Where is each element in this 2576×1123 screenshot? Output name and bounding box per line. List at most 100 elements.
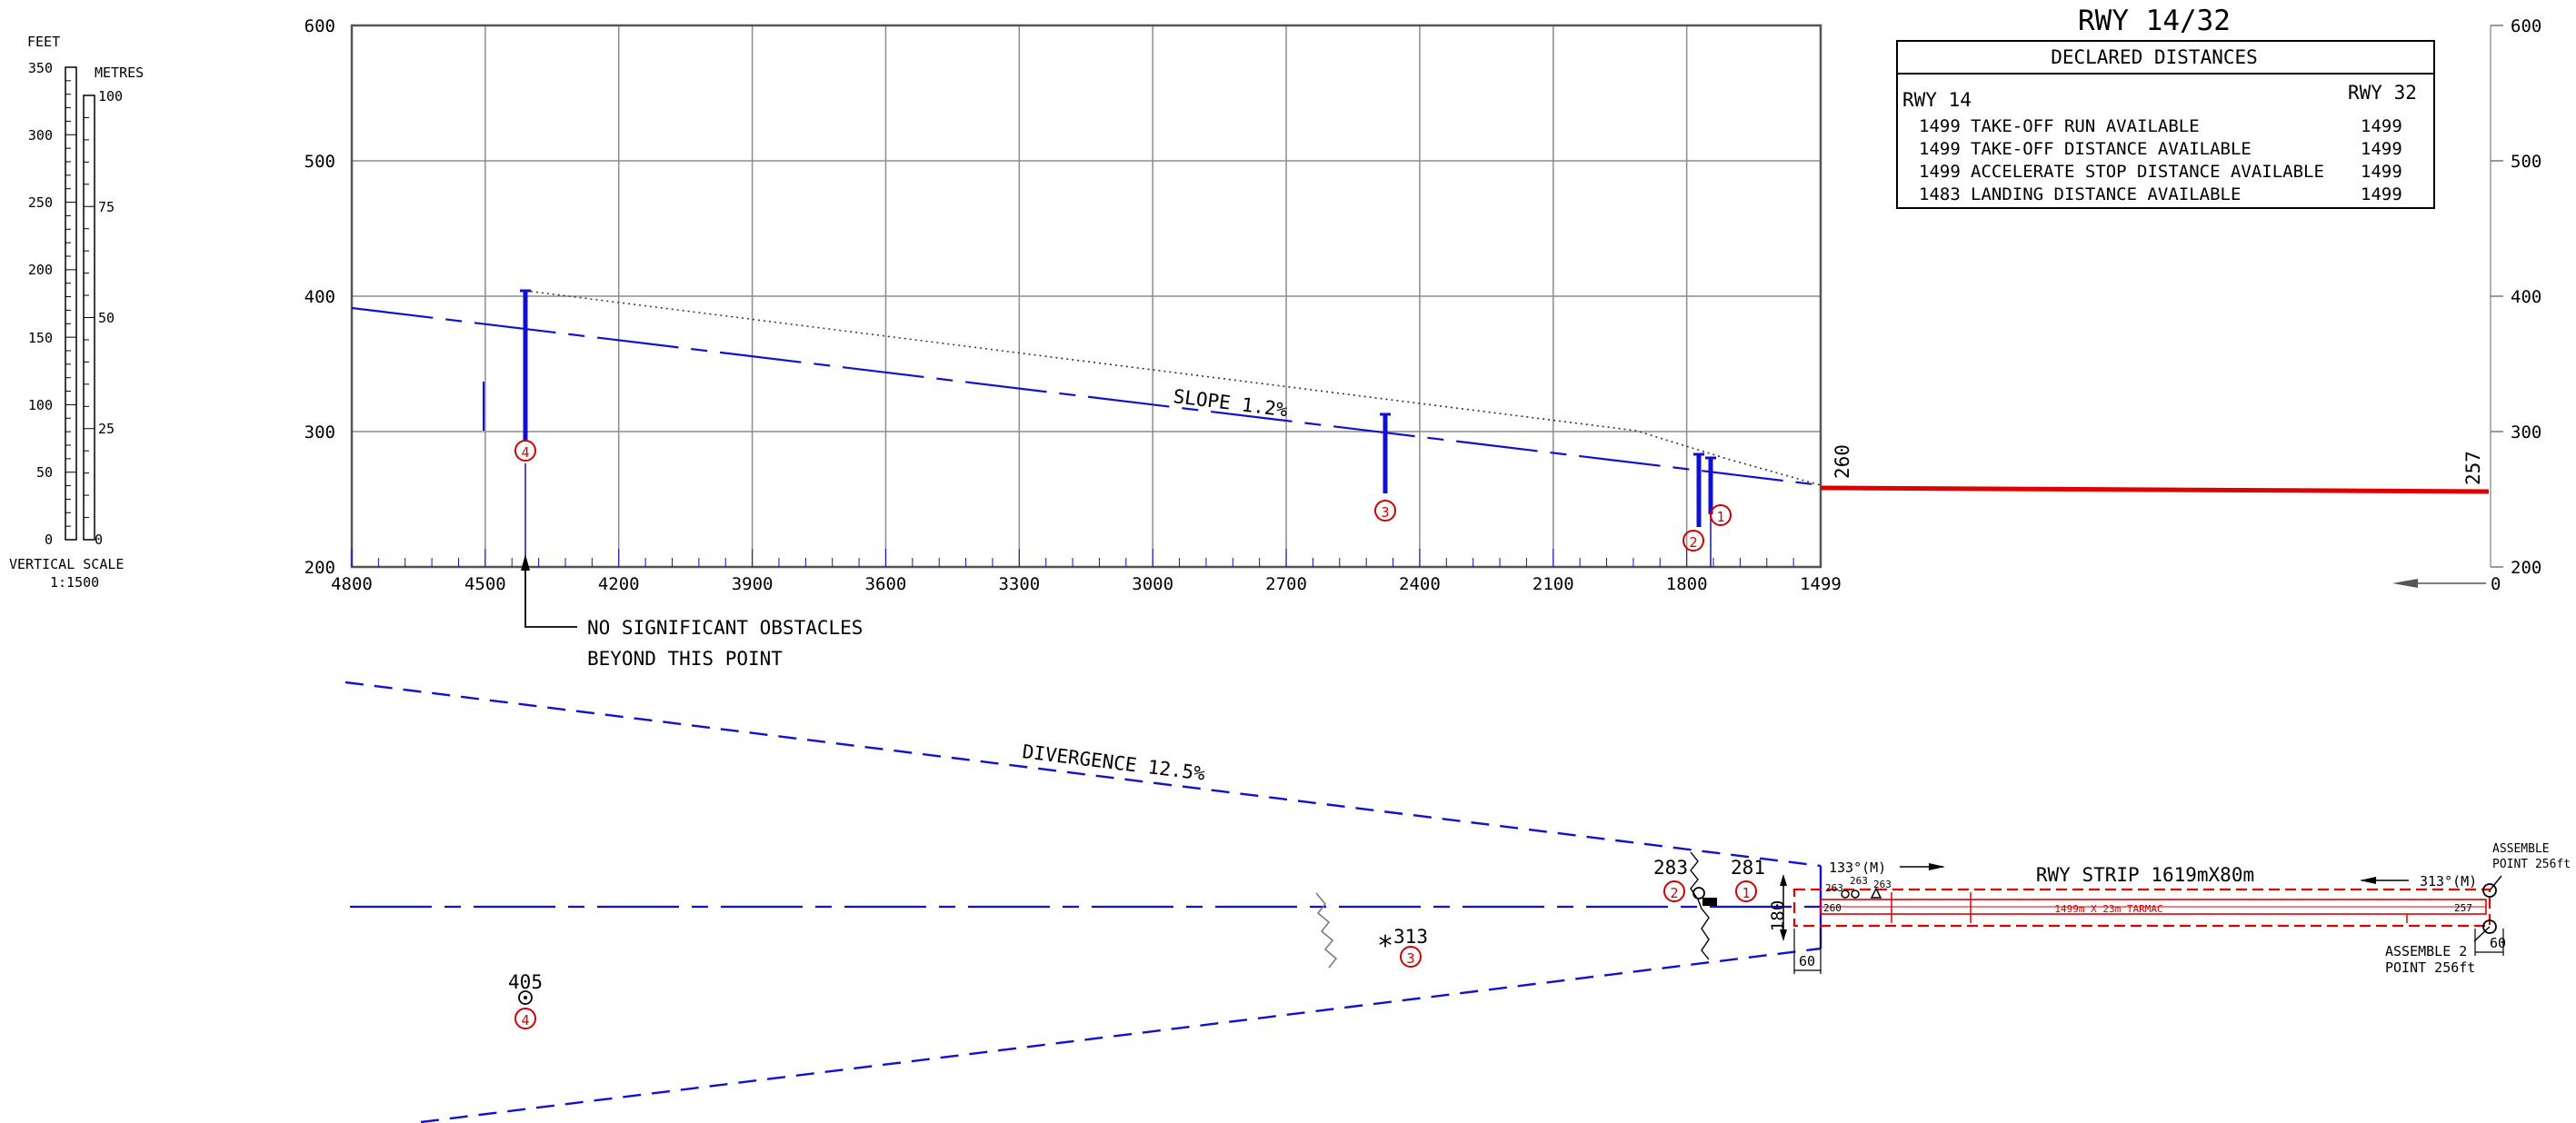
obstacle-1-plan-circle [1735, 880, 1757, 902]
profile-y-tick-label-right: 300 [2511, 422, 2541, 442]
spot-elev-circle [1851, 889, 1860, 899]
vertical-scale: FEET METRES 350 300 250 200 150 100 50 0… [9, 34, 144, 591]
obstacle-1-circle [1710, 504, 1732, 526]
profile-y-tick-label: 400 [305, 287, 335, 307]
profile-x-tick-label: 2700 [1265, 574, 1307, 594]
profile-x-tick-label: 4500 [464, 574, 506, 594]
declared-row: 1499 ACCELERATE STOP DISTANCE AVAILABLE … [1919, 162, 2402, 182]
obstacle-3-plan-elev: 313 [1393, 926, 1428, 948]
runway-profile-line [1820, 485, 2490, 494]
spot-elev-triangle [1870, 887, 1882, 899]
row-right-value: 1499 [2361, 116, 2402, 136]
metre-tick: 0 [95, 532, 103, 548]
distance-origin-arrowhead [2392, 579, 2418, 588]
row-label: TAKE-OFF RUN AVAILABLE [1971, 116, 2200, 136]
bearing-313: 313°(M) [2420, 873, 2477, 889]
profile-y-tick-label: 500 [305, 152, 335, 172]
spot-elev-circle [1841, 889, 1850, 899]
obstacle-2-plan-circle [1663, 880, 1685, 902]
note-line-1: NO SIGNIFICANT OBSTACLES [587, 617, 863, 639]
obstacle-3-plan-number: 3 [1406, 950, 1414, 967]
assemble-2-line-1: ASSEMBLE 2 [2385, 943, 2467, 959]
profile-x-tick-label: 1800 [1666, 574, 1708, 594]
obstacle-3-plan-circle [1400, 946, 1422, 968]
profile-y-tick-label: 600 [305, 16, 335, 36]
obstacle-2-plan-number: 2 [1670, 885, 1678, 901]
slope-line [351, 306, 1822, 487]
note-leader [524, 567, 577, 628]
profile-y-tick-label-right: 400 [2511, 287, 2541, 307]
declared-row: 1483 LANDING DISTANCE AVAILABLE 1499 [1919, 184, 2402, 204]
tree-line [1315, 892, 1338, 969]
obstacle-4-circle [514, 440, 536, 462]
feet-scale-bar [65, 66, 77, 541]
obstacle-3-circle [1374, 500, 1396, 522]
metres-label: METRES [95, 65, 144, 81]
row-right-value: 1499 [2361, 162, 2402, 182]
obstacle-2-circle [1682, 530, 1704, 552]
profile-grid: 600 500 400 300 200 600 500 400 300 200 4800 4500… [305, 16, 2542, 594]
assemble-1-line-2: POINT 256ft [2492, 858, 2571, 871]
distance-origin-label: 0 [2491, 574, 2501, 594]
width-dimension-label: 180 [1768, 900, 1788, 931]
row-right-value: 1499 [2361, 184, 2402, 204]
obstacle-3-plan-marker: * [1377, 930, 1393, 962]
splay-line-lower [420, 947, 1822, 1123]
threshold-elev-right: 257 [2462, 451, 2484, 485]
row-label: LANDING DISTANCE AVAILABLE [1971, 184, 2241, 204]
elev-263c: 263 [1873, 879, 1892, 890]
bearing-133: 133°(M) [1829, 860, 1886, 876]
runway-title: RWY 14/32 [2078, 5, 2231, 37]
assemble-point-2-leader [2473, 926, 2491, 942]
elev-263b: 263 [1850, 875, 1868, 887]
obstacle-1-plan-elev: 281 [1731, 857, 1765, 879]
declared-row: 1499 TAKE-OFF DISTANCE AVAILABLE 1499 [1919, 139, 2402, 159]
note-line-2: BEYOND THIS POINT [587, 648, 783, 670]
row-left-value: 1499 [1919, 116, 1961, 136]
feet-tick: 350 [28, 60, 53, 76]
row-label: TAKE-OFF DISTANCE AVAILABLE [1971, 139, 2252, 159]
feet-tick: 100 [28, 397, 53, 413]
profile-obstacle-4: 4 [483, 289, 536, 567]
obstacle-4-plan-marker [518, 990, 533, 1005]
profile-frame [350, 24, 1822, 569]
obstacle-4-plan-dot [524, 996, 527, 999]
threshold-elev-left: 260 [1832, 444, 1853, 479]
obstacle-envelope-line [524, 290, 1822, 486]
fence-line [1690, 851, 1710, 960]
row-left-value: 1499 [1919, 139, 1961, 159]
feet-tick: 150 [28, 330, 53, 346]
declared-distances: RWY 14/32 DECLARED DISTANCES RWY 14 RWY … [1896, 5, 2435, 209]
obstacle-1-plan-number: 1 [1742, 885, 1750, 901]
feet-label: FEET [27, 34, 60, 50]
row-left-value: 1499 [1919, 162, 1961, 182]
feet-tick: 0 [45, 532, 53, 548]
metre-tick: 100 [98, 88, 123, 104]
elev-260: 260 [1823, 902, 1842, 914]
metre-tick: 25 [98, 421, 115, 437]
feet-tick: 200 [28, 262, 53, 278]
profile-x-tick-label: 3600 [865, 574, 907, 594]
profile-x-tick-label: 1499 [1800, 574, 1842, 594]
bearing-133-arrowhead [1929, 863, 1945, 870]
obstacle-3-number: 3 [1381, 504, 1389, 521]
dim-60-left: 60 [1799, 953, 1815, 969]
profile-y-tick-label: 200 [305, 558, 335, 578]
profile-x-tick-label: 3000 [1132, 574, 1173, 594]
profile-x-tick-label: 2100 [1533, 574, 1574, 594]
obstacle-4-plan-elev: 405 [508, 971, 543, 993]
profile-obstacle-1-2: 2 1 [1682, 452, 1732, 567]
splay-line-upper [344, 681, 1822, 868]
profile-x-tick-label: 4800 [331, 574, 373, 594]
table-title: DECLARED DISTANCES [2051, 46, 2258, 68]
profile-x-tick-label: 3900 [732, 574, 774, 594]
feet-tick: 300 [28, 127, 53, 144]
note-leader-arrowhead [521, 554, 530, 571]
row-right-value: 1499 [2361, 139, 2402, 159]
profile-x-tick-label: 2400 [1399, 574, 1441, 594]
assemble-point-1-leader [2489, 875, 2502, 891]
profile-x-tick-label: 4200 [598, 574, 640, 594]
plan-view: DIVERGENCE 12.5% 1499m X 23m TARMAC RWY … [344, 681, 2571, 1123]
obstacle-1-number: 1 [1716, 509, 1724, 525]
